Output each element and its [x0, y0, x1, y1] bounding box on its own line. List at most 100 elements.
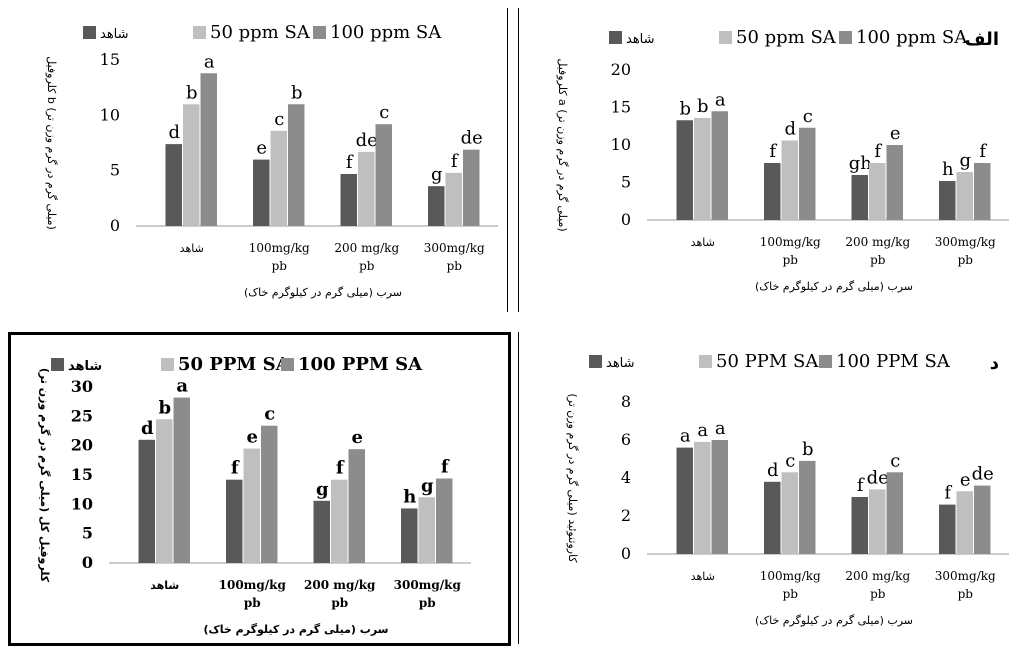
x-tick-label-3-a: 300mg/kg: [935, 569, 996, 583]
bar-letter-2-2: c: [379, 102, 389, 123]
bar-1-2: [869, 489, 886, 554]
x-axis-label: سرب (میلی گرم در کیلوگرم خاک): [755, 614, 913, 627]
legend-swatch-0: [51, 358, 64, 371]
y-tick-label-5: 25: [71, 406, 93, 425]
bar-letter-2-3: de: [972, 464, 994, 485]
legend-swatch-1: [193, 26, 206, 39]
bar-0-1: [253, 159, 270, 226]
bar-letter-0-2: f: [857, 475, 865, 496]
chart-panel-chlorophyll-a: شاهد 50 ppm SA 100 ppm SA الف 0 5 10 15 20 کلروفی…: [518, 8, 1018, 312]
y-tick-label-4: 20: [71, 436, 93, 455]
legend-label-1: 50 PPM SA: [178, 354, 291, 375]
legend-swatch-2: [839, 31, 852, 44]
bar-letter-1-0: b: [158, 397, 171, 418]
x-tick-label-3-b: pb: [447, 259, 463, 273]
chart-svg-carotenoid: شاهد 50 PPM SA 100 PPM SA د 0 2 4 6 8 کاروتنوئید …: [566, 351, 1009, 627]
bar-0-0: [676, 447, 693, 554]
bar-1-1: [243, 448, 260, 563]
legend-label-0: شاهد: [606, 356, 635, 371]
bar-0-3: [428, 186, 445, 226]
bar-letter-2-3: f: [441, 457, 450, 478]
bar-0-0: [676, 120, 693, 220]
bar-letter-0-3: f: [944, 483, 952, 504]
x-tick-label-1-a: 100mg/kg: [249, 241, 310, 255]
bar-letter-2-1: c: [803, 106, 813, 127]
legend-swatch-1: [719, 31, 732, 44]
bar-letter-2-1: b: [291, 82, 303, 103]
bar-letter-2-0: a: [715, 418, 726, 439]
bar-2-3: [463, 149, 480, 226]
bar-letter-0-1: d: [767, 460, 779, 481]
y-tick-label-1: 5: [621, 173, 631, 192]
bar-letter-1-3: g: [959, 150, 971, 171]
bar-letter-0-3: g: [431, 164, 443, 185]
y-axis-label: کلروفیل b (میلی گرم در گرم وزن تر): [45, 56, 58, 230]
legend-label-2: 100 PPM SA: [836, 351, 951, 372]
y-tick-label-0: 0: [621, 544, 631, 563]
bar-letter-2-1: b: [802, 439, 814, 460]
bar-letter-2-3: f: [979, 141, 987, 162]
bar-2-1: [261, 425, 278, 563]
y-tick-label-0: 0: [82, 553, 93, 572]
y-tick-label-0: 0: [621, 210, 631, 229]
bar-0-1: [764, 481, 781, 554]
bar-0-2: [313, 500, 330, 563]
y-tick-label-6: 30: [71, 377, 93, 396]
bar-letter-0-2: gh: [849, 153, 873, 174]
bar-letter-2-2: e: [890, 123, 901, 144]
bar-2-2: [886, 472, 903, 554]
x-tick-label-0: شاهد: [691, 570, 715, 583]
bar-2-3: [436, 478, 453, 563]
bar-letter-2-3: de: [461, 128, 483, 149]
bar-letter-1-1: e: [247, 427, 258, 448]
bar-letter-0-3: h: [942, 159, 954, 180]
x-tick-label-1-a: 100mg/kg: [760, 569, 821, 583]
y-tick-label-1: 5: [110, 161, 120, 180]
bar-letter-2-2: e: [352, 427, 363, 448]
legend-swatch-2: [313, 26, 326, 39]
legend-swatch-1: [699, 355, 712, 368]
x-axis-label: سرب (میلی گرم در کیلوگرم خاک): [755, 280, 913, 293]
legend-label-0: شاهد: [626, 32, 655, 47]
bar-0-1: [226, 479, 243, 563]
y-axis-label: کلروفیل a (میلی گرم در گرم وزن تر): [556, 58, 569, 231]
bar-2-0: [711, 440, 728, 554]
bar-1-0: [694, 441, 711, 554]
y-tick-label-1: 2: [621, 506, 631, 525]
bar-2-0: [711, 111, 728, 220]
bar-letter-0-0: a: [680, 426, 691, 447]
legend-swatch-0: [83, 26, 96, 39]
bar-letter-1-1: d: [784, 119, 796, 140]
x-tick-label-3-a: 300mg/kg: [424, 241, 485, 255]
legend-label-0: شاهد: [68, 359, 102, 374]
x-tick-label-1-a: 100mg/kg: [760, 235, 821, 249]
x-tick-label-1-b: pb: [272, 259, 288, 273]
bar-2-0: [200, 73, 217, 226]
bar-2-2: [375, 124, 392, 226]
bar-1-0: [694, 118, 711, 220]
legend-label-1: 50 ppm SA: [210, 22, 311, 43]
bar-letter-1-2: de: [867, 467, 889, 488]
bar-0-1: [764, 163, 781, 220]
legend-label-1: 50 PPM SA: [716, 351, 819, 372]
x-axis-label: سرب (میلی گرم در کیلوگرم خاک): [244, 286, 402, 299]
bar-letter-0-0: b: [679, 98, 691, 119]
legend-label-0: شاهد: [100, 27, 129, 42]
bar-2-3: [974, 163, 991, 220]
x-tick-label-2-a: 200 mg/kg: [304, 578, 376, 592]
x-tick-label-2-b: pb: [870, 253, 886, 267]
bar-1-0: [183, 104, 200, 226]
x-tick-label-2-b: pb: [331, 596, 348, 610]
chart-panel-carotenoid: شاهد 50 PPM SA 100 PPM SA د 0 2 4 6 8 کاروتنوئید …: [518, 332, 1018, 644]
x-tick-label-3-b: pb: [958, 587, 974, 601]
bar-1-2: [869, 163, 886, 220]
bar-letter-2-2: c: [890, 450, 900, 471]
x-tick-label-3-b: pb: [958, 253, 974, 267]
bar-2-2: [348, 449, 365, 563]
bar-0-3: [939, 181, 956, 220]
bar-0-3: [939, 504, 956, 554]
x-tick-label-2-a: 200 mg/kg: [845, 235, 910, 249]
bar-1-2: [358, 151, 375, 226]
bar-1-1: [781, 472, 798, 554]
